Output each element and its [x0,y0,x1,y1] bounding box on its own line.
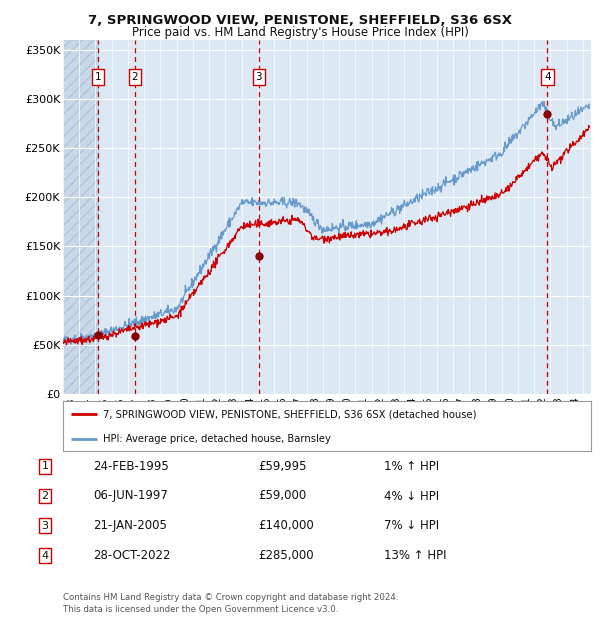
Bar [63,40,98,394]
Text: 4: 4 [544,73,551,82]
Text: 7, SPRINGWOOD VIEW, PENISTONE, SHEFFIELD, S36 6SX (detached house): 7, SPRINGWOOD VIEW, PENISTONE, SHEFFIELD… [103,409,476,419]
Text: 1: 1 [41,461,49,471]
Text: £59,000: £59,000 [258,490,306,502]
Text: £59,995: £59,995 [258,460,307,472]
Text: 7% ↓ HPI: 7% ↓ HPI [384,520,439,532]
Text: 4% ↓ HPI: 4% ↓ HPI [384,490,439,502]
Text: Price paid vs. HM Land Registry's House Price Index (HPI): Price paid vs. HM Land Registry's House … [131,26,469,39]
Text: 7, SPRINGWOOD VIEW, PENISTONE, SHEFFIELD, S36 6SX: 7, SPRINGWOOD VIEW, PENISTONE, SHEFFIELD… [88,14,512,27]
Text: 4: 4 [41,551,49,560]
Text: 3: 3 [41,521,49,531]
Text: 13% ↑ HPI: 13% ↑ HPI [384,549,446,562]
Text: 21-JAN-2005: 21-JAN-2005 [93,520,167,532]
Text: 3: 3 [256,73,262,82]
Text: 2: 2 [131,73,138,82]
Text: £140,000: £140,000 [258,520,314,532]
Text: 1: 1 [94,73,101,82]
Text: 2: 2 [41,491,49,501]
Text: HPI: Average price, detached house, Barnsley: HPI: Average price, detached house, Barn… [103,433,331,444]
Text: 28-OCT-2022: 28-OCT-2022 [93,549,170,562]
Text: 24-FEB-1995: 24-FEB-1995 [93,460,169,472]
Text: 1% ↑ HPI: 1% ↑ HPI [384,460,439,472]
Text: Contains HM Land Registry data © Crown copyright and database right 2024.
This d: Contains HM Land Registry data © Crown c… [63,593,398,614]
Text: 06-JUN-1997: 06-JUN-1997 [93,490,168,502]
Text: £285,000: £285,000 [258,549,314,562]
